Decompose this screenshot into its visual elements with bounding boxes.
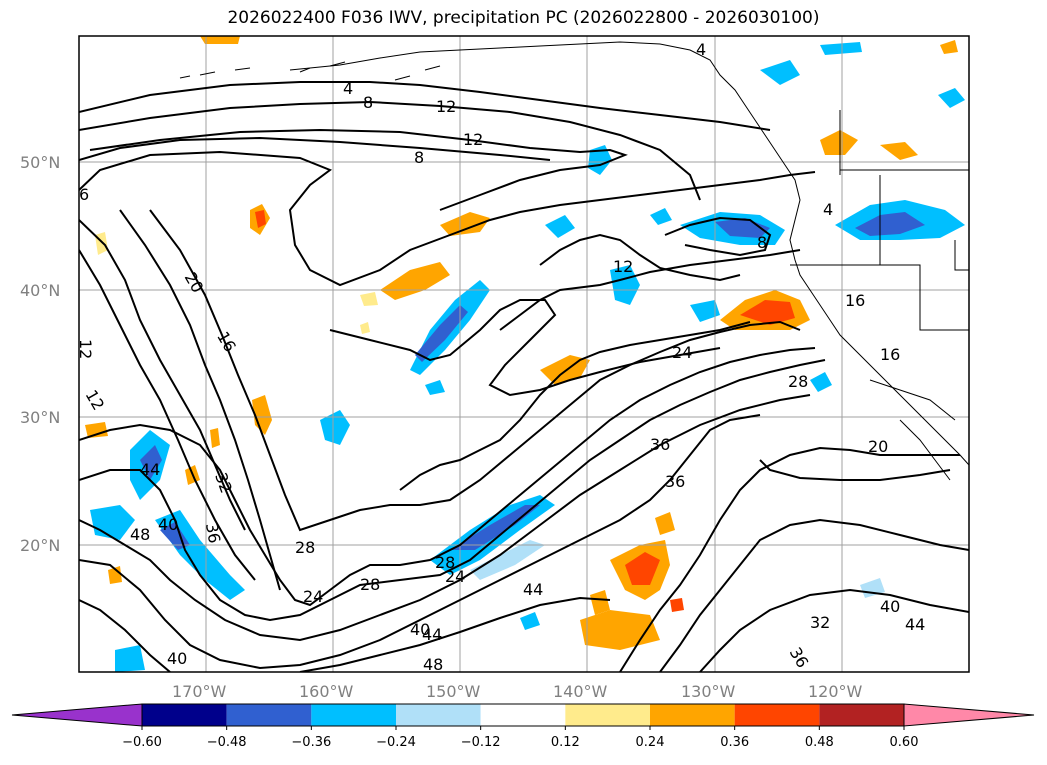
colorbar-segment [142,704,227,726]
latitude-labels: 50°N 40°N 30°N 20°N [20,153,60,555]
contour-label: 44 [523,580,543,599]
colorbar-segment [311,704,396,726]
colorbar-frame [141,703,905,727]
contour-label: 4 [696,40,706,59]
colorbar-segment [734,704,820,726]
colorbar-extension-low [11,703,143,727]
contour-label: 48 [130,525,150,544]
colorbar-tick-label: −0.60 [122,735,162,750]
contour-label: 8 [414,148,424,167]
coastlines-and-borders [179,41,969,481]
contour-label: 12 [463,130,483,149]
lat-label: 50°N [20,153,60,172]
contour-label: 4 [823,200,833,219]
contour-label: 36 [650,435,670,454]
contour-label: 28 [435,553,455,572]
contour-label: 8 [363,93,373,112]
contour-label: 40 [158,515,178,534]
lon-label: 140°W [553,682,608,701]
contour-label: 32 [810,613,830,632]
colorbar-extension-high [903,703,1035,727]
colorbar-tick-label: 0.24 [636,735,665,750]
lon-label: 160°W [299,682,354,701]
contour-label: 20 [868,437,888,456]
colorbar-tick-label: −0.36 [291,735,331,750]
contour-label: 24 [303,587,323,606]
lon-label: 120°W [808,682,863,701]
lat-label: 40°N [20,281,60,300]
lat-label: 30°N [20,408,60,427]
contour-label: 16 [845,291,865,310]
contour-label: 40 [167,649,187,668]
colorbar-segment [819,704,904,726]
contour-label: 28 [295,538,315,557]
colorbar-tick-label: −0.12 [461,735,501,750]
colorbar-segment [650,704,735,726]
contour-label: 40 [410,620,430,639]
contour-label: 24 [445,567,465,586]
iwv-contours [79,81,969,672]
lon-label: 130°W [681,682,736,701]
colorbar: −0.60 −0.48 −0.36 −0.24 −0.12 0.12 0.24 0.36 0.4… [11,703,1035,750]
contour-label: 12 [76,339,95,359]
colorbar-segment [565,704,650,726]
contour-label: 28 [788,372,808,391]
contour-label: 24 [672,343,692,362]
map-title: 2026022400 F036 IWV, precipitation PC (2… [227,8,820,28]
contour-label: 36 [665,472,685,491]
colorbar-tick-label: 0.12 [551,735,580,750]
contour-label: 12 [613,257,633,276]
contour-label: 12 [436,97,456,116]
colorbar-segment [480,704,566,726]
lon-label: 150°W [426,682,481,701]
longitude-labels: 170°W 160°W 150°W 140°W 130°W 120°W [172,682,863,701]
contour-label: 40 [880,597,900,616]
colorbar-tick-label: 0.48 [805,735,834,750]
colorbar-tick-label: 0.60 [890,735,919,750]
contour-label: 36 [202,521,224,544]
colorbar-tick-label: 0.36 [720,735,749,750]
contour-label: 16 [880,345,900,364]
contour-label: 44 [422,625,442,644]
colorbar-tick-label: −0.24 [376,735,416,750]
lon-label: 170°W [172,682,227,701]
contour-label: 6 [79,185,89,204]
colorbar-tick-label: −0.48 [207,735,247,750]
colorbar-segment [226,704,312,726]
contour-label: 44 [905,615,925,634]
contour-label: 48 [423,655,443,674]
colorbar-segment [396,704,481,726]
map-frame [78,35,970,673]
contour-label: 28 [360,575,380,594]
contour-label: 44 [140,460,160,479]
lat-label: 20°N [20,536,60,555]
contour-label: 8 [757,233,767,252]
contour-label: 4 [343,79,353,98]
map-plot-area: 4 8 12 12 8 4 12 20 16 8 4 16 16 24 28 1… [76,36,969,674]
